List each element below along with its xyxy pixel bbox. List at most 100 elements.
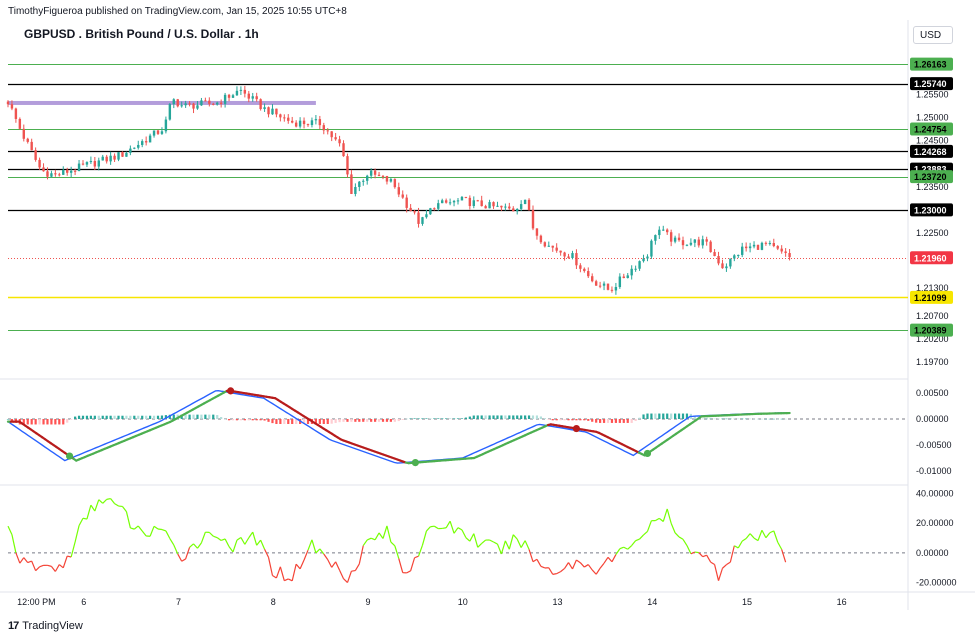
osc-line-segment — [291, 564, 297, 581]
osc-line-segment — [591, 569, 597, 575]
macd-histogram-bar — [630, 419, 633, 423]
candle-body — [496, 205, 499, 207]
candle-body — [519, 204, 523, 209]
crossover-marker-2 — [411, 459, 419, 467]
osc-line-segment — [713, 564, 720, 581]
osc-line-segment — [631, 540, 637, 546]
osc-line-segment — [264, 548, 270, 558]
tradingview-logo[interactable]: 17 TradingView — [8, 620, 83, 632]
candle-body — [484, 206, 487, 209]
macd-histogram-bar — [480, 415, 483, 419]
candle-body — [263, 107, 266, 110]
macd-histogram-bar — [149, 415, 152, 419]
candle-body — [744, 246, 748, 249]
osc-line-segment — [311, 539, 317, 554]
osc-line-segment — [627, 545, 633, 550]
macd-tick-label-2: -0.00500 — [916, 440, 952, 450]
osc-line-segment — [382, 525, 388, 539]
macd-histogram-bar — [650, 413, 653, 419]
candle-body — [109, 155, 112, 162]
osc-line-segment — [717, 568, 724, 581]
price-tag-label-4: 1.23883 — [914, 165, 947, 175]
candle-body — [634, 268, 637, 270]
time-axis[interactable]: 12:00 PM 6 7 8 9 10 13 14 15 16 — [17, 597, 847, 607]
macd-histogram-bar — [370, 419, 373, 422]
candle-body — [73, 170, 77, 172]
price-tag-bg-0 — [910, 57, 953, 71]
candle-body — [673, 237, 677, 242]
time-tick-label-7: 14 — [647, 597, 657, 607]
time-tick-label-6: 13 — [552, 597, 562, 607]
osc-line-segment — [343, 578, 348, 583]
osc-line-segment — [295, 563, 301, 570]
price-tag-bg-1 — [910, 77, 953, 91]
osc-line-segment — [556, 571, 561, 575]
macd-histogram-bar — [756, 418, 760, 420]
osc-line-segment — [477, 543, 483, 548]
macd-histogram-bar — [547, 419, 550, 420]
currency-selector-button[interactable]: USD — [913, 26, 953, 44]
candle-body — [512, 208, 515, 212]
candle-body — [50, 173, 53, 177]
macd-histogram-bar — [224, 418, 227, 420]
macd-histogram-bar — [231, 419, 235, 421]
macd-histogram-bar — [26, 419, 29, 425]
macd-histogram-bar — [512, 415, 515, 419]
price-tag-label-8: 1.21099 — [914, 293, 947, 303]
candle-body — [421, 217, 424, 224]
osc-line-segment — [761, 529, 767, 539]
candle-body — [409, 207, 412, 212]
osc-line-segment — [331, 561, 337, 568]
candle-body — [598, 285, 602, 287]
macd-histogram-bar — [725, 418, 728, 420]
candle-body — [176, 99, 179, 107]
candle-body — [77, 163, 81, 172]
osc-line-segment — [694, 551, 699, 554]
osc-line-segment — [769, 530, 775, 534]
osc-line-segment — [27, 560, 32, 564]
macd-histogram-bar — [389, 419, 392, 422]
price-axis[interactable]: 1.25500 1.25000 1.24500 1.23500 1.22500 1.213… — [916, 90, 957, 588]
osc-line-segment — [35, 566, 41, 572]
osc-line-segment — [200, 531, 206, 544]
time-tick-label-9: 16 — [837, 597, 847, 607]
candle-body — [614, 286, 618, 291]
macd-histogram-bar — [618, 419, 621, 423]
macd-histogram-bar — [362, 419, 365, 422]
osc-line-segment — [410, 557, 416, 571]
symbol-title[interactable]: GBPUSD . British Pound / U.S. Dollar . 1… — [24, 27, 259, 41]
candle-body — [251, 96, 254, 99]
osc-line-segment — [457, 527, 463, 531]
osc-line-segment — [646, 520, 652, 532]
candle-body — [81, 163, 85, 165]
candle-body — [97, 160, 100, 167]
macd-histogram-bar — [168, 414, 171, 419]
candle-body — [543, 242, 547, 247]
macd-histogram-bar — [496, 415, 499, 419]
osc-line-segment — [94, 499, 100, 512]
macd-histogram-bar — [579, 419, 582, 421]
osc-line-segment — [224, 538, 230, 547]
candle-body — [464, 196, 468, 198]
candle-body — [504, 206, 507, 208]
candle-body — [760, 242, 764, 250]
macd-histogram-bar — [780, 418, 783, 420]
candle-body — [591, 276, 594, 282]
macd-histogram-bar — [559, 419, 562, 421]
candle-body — [725, 266, 728, 269]
osc-line-segment — [161, 528, 167, 532]
macd-histogram-bar — [539, 416, 542, 419]
price-tag-label-3: 1.24268 — [914, 147, 947, 157]
macd-histogram-bar — [476, 415, 479, 419]
macd-histogram-bar — [717, 418, 720, 420]
candle-body — [346, 156, 349, 175]
candle-body — [488, 202, 491, 209]
osc-line-segment — [666, 508, 672, 524]
candle-body — [433, 208, 436, 210]
candle-body — [539, 235, 543, 243]
publisher-caption: TimothyFigueroa published on TradingView… — [8, 6, 347, 17]
candle-body — [413, 211, 416, 213]
osc-line-segment — [173, 544, 179, 555]
macd-histogram-bar — [354, 419, 357, 422]
